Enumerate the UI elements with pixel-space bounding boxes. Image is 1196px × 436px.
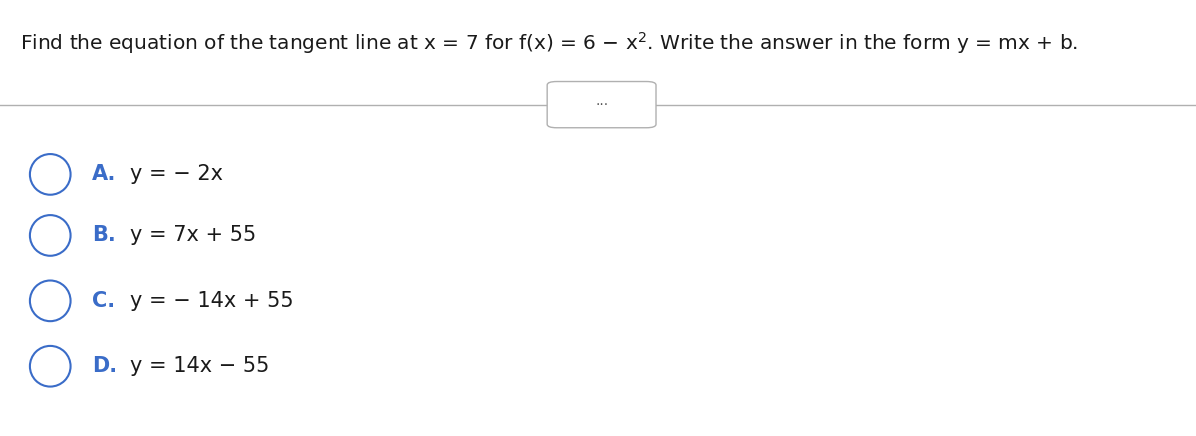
Text: B.: B. <box>92 225 116 245</box>
Text: y = − 14x + 55: y = − 14x + 55 <box>130 291 294 311</box>
Text: y = − 2x: y = − 2x <box>130 164 224 184</box>
Text: D.: D. <box>92 356 117 376</box>
Text: y = 7x + 55: y = 7x + 55 <box>130 225 257 245</box>
FancyBboxPatch shape <box>548 82 655 128</box>
Text: Find the equation of the tangent line at x = 7 for f(x) = 6 $-$ x$^2$. Write the: Find the equation of the tangent line at… <box>20 31 1079 56</box>
Text: y = 14x − 55: y = 14x − 55 <box>130 356 270 376</box>
Text: C.: C. <box>92 291 115 311</box>
Text: ···: ··· <box>596 98 608 112</box>
Text: A.: A. <box>92 164 116 184</box>
